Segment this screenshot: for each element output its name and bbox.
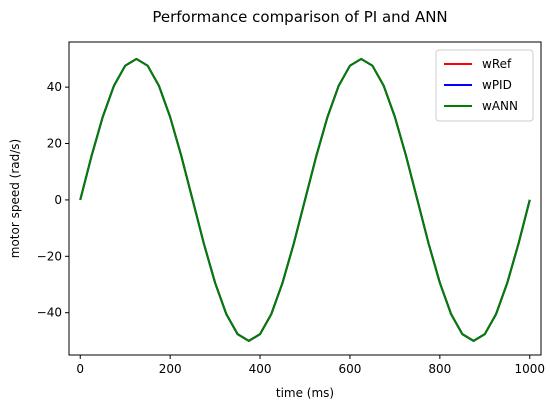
y-tick-label: −40: [37, 306, 62, 320]
y-tick-label: 20: [47, 137, 62, 151]
axis-ticks: 0 200 400 600 800 1000 −40 −20 0 20 40: [37, 80, 545, 376]
x-tick-label: 0: [76, 362, 84, 376]
series-line-wANN: [79, 57, 531, 342]
series-group: [79, 57, 531, 342]
y-axis-label: motor speed (rad/s): [8, 139, 22, 258]
y-tick-label: 0: [54, 193, 62, 207]
x-tick-label: 200: [159, 362, 182, 376]
x-tick-label: 1000: [514, 362, 545, 376]
x-tick-label: 800: [428, 362, 451, 376]
legend-label-wRef: wRef: [482, 57, 512, 71]
chart-title: Performance comparison of PI and ANN: [152, 8, 447, 26]
y-tick-label: 40: [47, 80, 62, 94]
x-tick-label: 400: [249, 362, 272, 376]
x-axis-label: time (ms): [276, 386, 334, 400]
legend-label-wPID: wPID: [482, 78, 512, 92]
legend-box: [435, 49, 534, 122]
legend: wRef wPID wANN: [435, 49, 534, 122]
plot-area-frame: [68, 41, 542, 356]
y-tick-label: −20: [37, 249, 62, 263]
legend-label-wANN: wANN: [482, 99, 518, 113]
x-tick-label: 600: [338, 362, 361, 376]
